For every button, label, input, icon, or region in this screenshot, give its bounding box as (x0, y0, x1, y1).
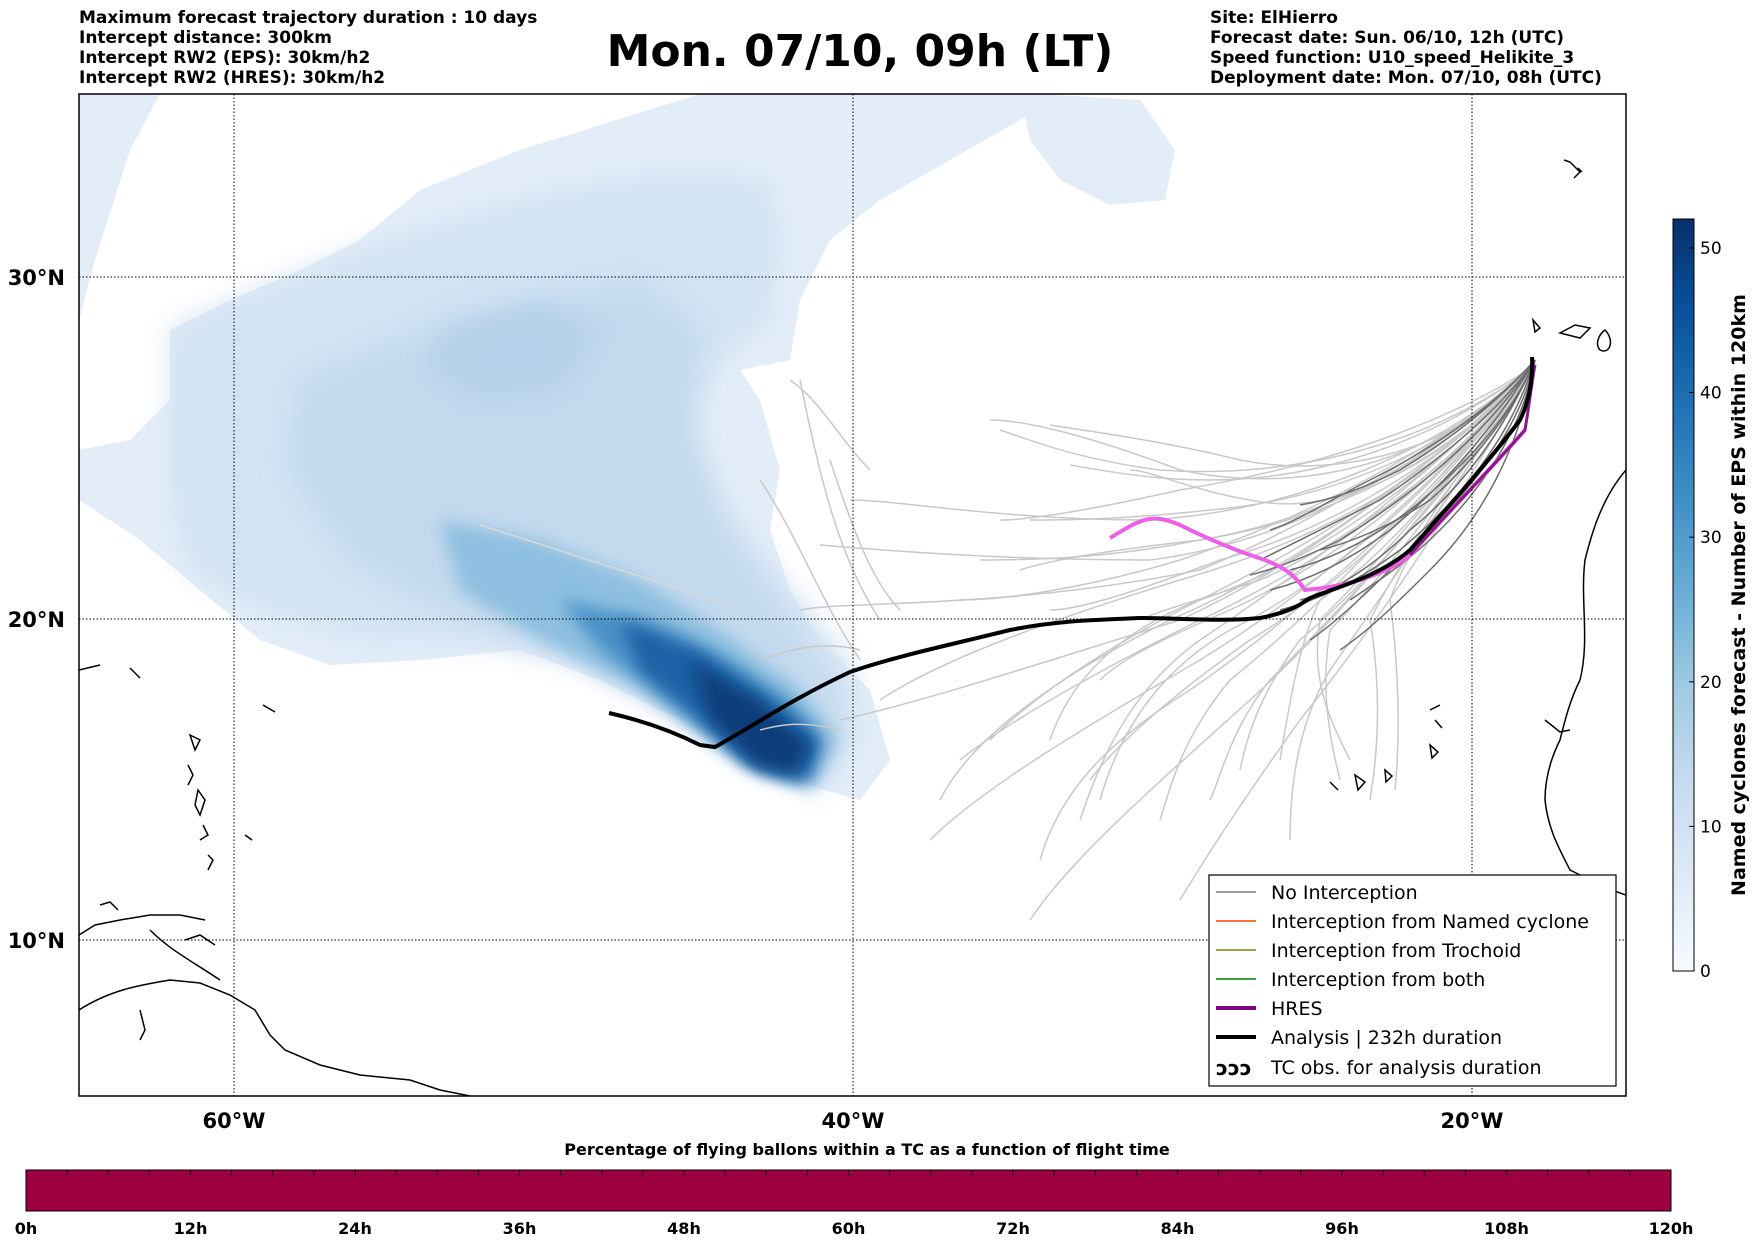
time-bar-tick-label: 60h (832, 1219, 866, 1238)
time-bar-tick-label: 108h (1484, 1219, 1529, 1238)
legend-label: No Interception (1271, 882, 1418, 904)
time-bar-tick-label: 84h (1161, 1219, 1195, 1238)
header-right-info: Site: ElHierro Forecast date: Sun. 06/10… (1210, 8, 1602, 88)
colorbar-tick-label: 30 (1700, 528, 1722, 548)
analysis-trajectory (608, 356, 1535, 750)
colorbar-gradient (1672, 218, 1695, 972)
map-area (79, 94, 1626, 1096)
info-line: Site: ElHierro (1210, 8, 1338, 28)
lat-label: 20°N (8, 608, 65, 632)
lon-label: 20°W (1441, 1109, 1504, 1133)
lon-label: 40°W (822, 1109, 885, 1133)
time-bar-tick-label: 24h (338, 1219, 372, 1238)
legend-tc-obs-symbol: ↄↄↄ (1216, 1056, 1252, 1080)
lon-label: 60°W (203, 1109, 266, 1133)
colorbar-tick-label: 0 (1700, 962, 1711, 982)
info-line: Intercept RW2 (EPS): 30km/h2 (79, 48, 371, 68)
legend-label: Interception from Named cyclone (1271, 911, 1589, 933)
legend-label: Interception from both (1271, 969, 1485, 991)
colorbar-tick-label: 20 (1700, 673, 1722, 693)
colorbar-tick-label: 10 (1700, 817, 1722, 837)
cyclone-density-field (79, 94, 1175, 800)
info-line: Maximum forecast trajectory duration : 1… (79, 8, 538, 28)
page-title: Mon. 07/10, 09h (LT) (606, 26, 1114, 77)
info-line: Deployment date: Mon. 07/10, 08h (UTC) (1210, 68, 1602, 88)
header-left-info: Maximum forecast trajectory duration : 1… (79, 8, 537, 88)
info-line: Intercept distance: 300km (79, 28, 332, 48)
time-bar-tick-label: 72h (996, 1219, 1030, 1238)
coastlines (79, 159, 1626, 1096)
time-bar-tick-label: 48h (667, 1219, 701, 1238)
legend-label: Interception from Trochoid (1271, 940, 1521, 962)
time-bar-tick-label: 12h (174, 1219, 208, 1238)
colorbar-tick-label: 40 (1700, 384, 1722, 404)
info-line: Intercept RW2 (HRES): 30km/h2 (79, 68, 386, 88)
eps-trajectories-west (759, 379, 901, 731)
legend-label: HRES (1271, 998, 1323, 1020)
time-bar-tick-label: 120h (1649, 1219, 1694, 1238)
info-line: Speed function: U10_speed_Helikite_3 (1210, 48, 1575, 68)
time-bar-tick-label: 0h (15, 1219, 38, 1238)
lat-label: 30°N (8, 266, 65, 290)
latitude-labels: 30°N 20°N 10°N (8, 266, 65, 953)
eps-trajectory-faint (479, 524, 731, 606)
colorbar-tick-label: 50 (1700, 239, 1722, 259)
legend-label: Analysis | 232h duration (1271, 1027, 1502, 1049)
lat-label: 10°N (8, 929, 65, 953)
time-bar-title: Percentage of flying ballons within a TC… (564, 1140, 1170, 1159)
legend-label: TC obs. for analysis duration (1270, 1057, 1542, 1079)
colorbar: 0 10 20 30 40 50 Named cyclones forecast - Nu… (1672, 218, 1750, 982)
time-bar-tick-label: 96h (1325, 1219, 1359, 1238)
longitude-labels: 60°W 40°W 20°W (203, 1109, 1504, 1133)
map-frame (78, 93, 1627, 1097)
time-bar: Percentage of flying ballons within a TC… (15, 1140, 1694, 1238)
time-bar-tick-label: 36h (503, 1219, 537, 1238)
colorbar-label: Named cyclones forecast - Number of EPS … (1728, 294, 1750, 896)
time-bar-fill (25, 1169, 1672, 1212)
info-line: Forecast date: Sun. 06/10, 12h (UTC) (1210, 28, 1565, 48)
legend: No Interception Interception from Named … (1208, 874, 1617, 1087)
